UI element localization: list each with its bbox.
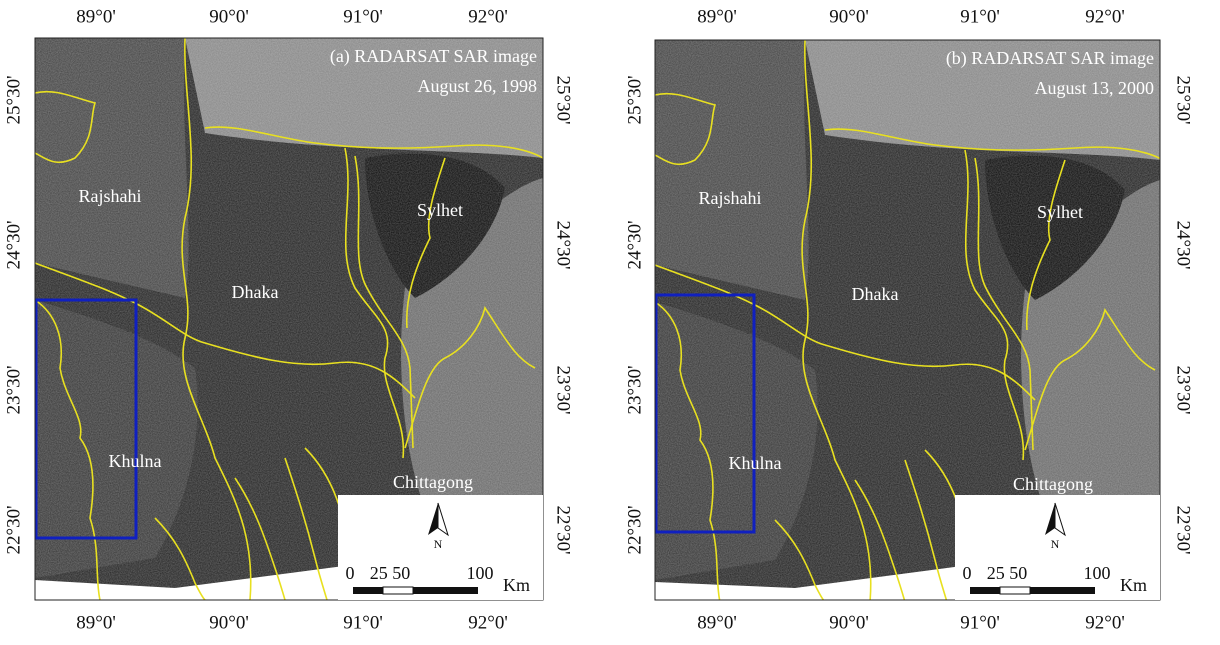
region-label: Sylhet — [417, 200, 463, 220]
map-panel: (b) RADARSAT SAR image August 13, 2000 Raj… — [655, 40, 1163, 602]
lon-label-bottom: 90°0' — [829, 612, 869, 633]
scale-box: N 0 25 50 100 Km — [338, 495, 543, 600]
lat-label-right: 25°30' — [553, 75, 574, 124]
lon-label-bottom: 91°0' — [960, 612, 1000, 633]
scale-label: 0 — [346, 563, 355, 583]
scale-box: N 0 25 50 100 Km — [955, 495, 1160, 600]
lat-label-right: 24°30' — [553, 220, 574, 269]
region-label: Chittagong — [393, 472, 473, 492]
lat-label-left: 24°30' — [624, 220, 645, 269]
lat-label-left: 25°30' — [624, 75, 645, 124]
scale-seg — [1000, 587, 1030, 594]
panel-title: (a) RADARSAT SAR image — [330, 46, 537, 67]
region-label: Khulna — [729, 453, 782, 473]
lat-label-left: 23°30' — [3, 365, 24, 414]
lon-label-top: 90°0' — [209, 6, 249, 27]
region-label: Rajshahi — [79, 186, 142, 206]
lon-label-bottom: 89°0' — [697, 612, 737, 633]
lon-label-top: 92°0' — [1085, 6, 1125, 27]
region-label: Chittagong — [1013, 474, 1093, 494]
lon-label-bottom: 92°0' — [468, 612, 508, 633]
scale-seg — [383, 587, 413, 594]
panel-date: August 13, 2000 — [1034, 78, 1154, 98]
lat-label-right: 25°30' — [1173, 75, 1194, 124]
scale-label: 100 — [1084, 563, 1111, 583]
lon-label-bottom: 91°0' — [343, 612, 383, 633]
region-label: Dhaka — [852, 284, 899, 304]
lon-label-top: 91°0' — [343, 6, 383, 27]
lon-label-top: 89°0' — [76, 6, 116, 27]
scale-label: 0 — [963, 563, 972, 583]
north-label: N — [434, 537, 443, 551]
lon-label-top: 92°0' — [468, 6, 508, 27]
lat-label-right: 23°30' — [553, 365, 574, 414]
north-label: N — [1051, 537, 1060, 551]
scale-unit: Km — [503, 575, 530, 595]
scale-seg — [1030, 587, 1095, 594]
scale-seg — [413, 587, 478, 594]
panel-date: August 26, 1998 — [417, 76, 537, 96]
lat-label-right: 23°30' — [1173, 365, 1194, 414]
lon-label-bottom: 90°0' — [209, 612, 249, 633]
lon-label-bottom: 92°0' — [1085, 612, 1125, 633]
region-label: Dhaka — [232, 282, 279, 302]
scale-label: 25 50 — [987, 563, 1028, 583]
lat-label-left: 23°30' — [624, 365, 645, 414]
lat-label-right: 22°30' — [1173, 505, 1194, 554]
lat-label-left: 22°30' — [624, 505, 645, 554]
lon-label-top: 90°0' — [829, 6, 869, 27]
scale-unit: Km — [1120, 575, 1147, 595]
region-label: Sylhet — [1037, 202, 1083, 222]
scale-label: 100 — [467, 563, 494, 583]
lon-label-top: 91°0' — [960, 6, 1000, 27]
scale-seg — [353, 587, 383, 594]
region-label: Rajshahi — [699, 188, 762, 208]
lat-label-left: 25°30' — [3, 75, 24, 124]
lat-label-left: 22°30' — [3, 505, 24, 554]
lat-label-left: 24°30' — [3, 220, 24, 269]
map-panel: (a) RADARSAT SAR image August 26, 1998 Raj… — [35, 38, 543, 600]
region-label: Khulna — [109, 451, 162, 471]
lon-label-top: 89°0' — [697, 6, 737, 27]
figure: (a) RADARSAT SAR image August 26, 1998 Raj… — [0, 0, 1220, 645]
scale-label: 25 50 — [370, 563, 411, 583]
panel-title: (b) RADARSAT SAR image — [946, 48, 1154, 69]
lat-label-right: 22°30' — [553, 505, 574, 554]
lat-label-right: 24°30' — [1173, 220, 1194, 269]
lon-label-bottom: 89°0' — [76, 612, 116, 633]
scale-seg — [970, 587, 1000, 594]
